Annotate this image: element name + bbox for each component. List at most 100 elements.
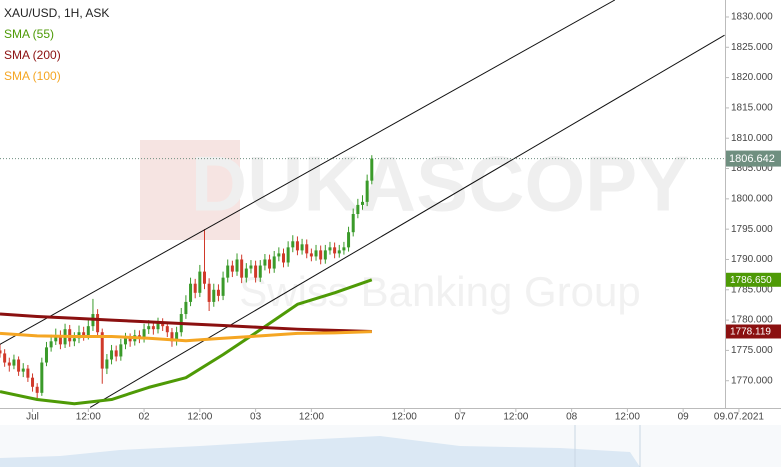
x-tick-label: 08 <box>566 412 578 423</box>
candle-body <box>175 332 179 342</box>
candle-body <box>235 259 239 272</box>
candle-body <box>147 326 151 330</box>
candle-body <box>54 335 58 342</box>
candle-body <box>295 241 299 251</box>
y-tick-label: 1785.000 <box>731 284 773 295</box>
candle-body <box>370 158 374 181</box>
candle-body <box>35 386 39 393</box>
candle-body <box>244 268 248 278</box>
candle-body <box>356 204 360 215</box>
x-tick-label: 07 <box>455 412 467 423</box>
candle-body <box>12 359 16 366</box>
y-tick-label: 1795.000 <box>731 224 773 235</box>
candle-body <box>240 259 244 278</box>
x-tick-label: 12:00 <box>187 412 212 423</box>
candle-body <box>49 341 53 348</box>
chart-title: XAU/USD, 1H, ASK <box>4 6 109 20</box>
y-tick-label: 1805.000 <box>731 163 773 174</box>
legend-entry: SMA (100) <box>4 69 61 83</box>
candle-body <box>351 214 355 233</box>
x-tick-label: 12:00 <box>615 412 640 423</box>
candle-body <box>26 368 30 378</box>
last-price-label: 1806.642 <box>729 153 775 165</box>
price-tag <box>726 272 781 287</box>
candle-body <box>82 332 86 336</box>
candle-body <box>277 253 281 257</box>
candle-body <box>72 338 76 342</box>
channel-line <box>89 34 725 408</box>
x-tick-label: Jul <box>26 412 39 423</box>
y-tick-label: 1815.000 <box>731 103 773 114</box>
y-tick-label: 1775.000 <box>731 345 773 356</box>
candle-body <box>114 350 118 357</box>
candle-body <box>44 347 48 363</box>
candle-body <box>212 289 216 302</box>
x-tick-label: 09.07.2021 <box>714 412 764 423</box>
candle-body <box>361 201 364 205</box>
y-tick-label: 1830.000 <box>731 12 773 23</box>
y-tick-label: 1780.000 <box>731 315 773 326</box>
candle-body <box>268 259 272 269</box>
candle-body <box>365 180 369 202</box>
candle-body <box>86 326 90 336</box>
candle-body <box>281 253 285 263</box>
candle-body <box>123 338 127 345</box>
last-price-tag <box>726 150 781 167</box>
price-tag <box>726 324 781 339</box>
navigator-area <box>0 436 640 467</box>
candle-body <box>254 265 258 278</box>
candle-body <box>58 335 62 345</box>
candle-body <box>328 247 332 251</box>
candle-body <box>128 338 132 342</box>
candle-body <box>309 253 313 257</box>
candle-body <box>100 332 104 369</box>
candle-body <box>17 359 21 372</box>
x-tick-label: 12:00 <box>76 412 101 423</box>
candle-body <box>272 256 276 269</box>
x-tick-label: 12:00 <box>503 412 528 423</box>
candle-body <box>314 250 318 257</box>
candle-body <box>198 271 202 293</box>
candle-body <box>170 332 174 342</box>
candle-body <box>31 377 35 387</box>
candle-body <box>110 350 114 360</box>
candle-body <box>207 283 211 302</box>
candle-body <box>151 326 155 330</box>
candle-body <box>263 259 267 266</box>
price-tag-label: 1786.650 <box>730 275 772 286</box>
candle-body <box>7 362 11 366</box>
y-tick-label: 1825.000 <box>731 42 773 53</box>
candle-body <box>119 344 123 357</box>
y-tick-label: 1800.000 <box>731 193 773 204</box>
legend-entry: SMA (55) <box>4 27 54 41</box>
candle-body <box>347 232 351 248</box>
candle-body <box>193 283 197 293</box>
sma-line <box>0 278 373 406</box>
candle-body <box>342 247 346 251</box>
sma-line <box>0 312 372 333</box>
candle-body <box>249 265 253 269</box>
candle-body <box>291 241 295 248</box>
y-tick-label: 1790.000 <box>731 254 773 265</box>
candle-body <box>3 353 7 363</box>
candle-body <box>189 283 193 302</box>
x-tick-label: 12:00 <box>392 412 417 423</box>
candle-body <box>221 277 225 296</box>
candle-body <box>105 359 109 369</box>
candle-body <box>0 350 2 354</box>
candle-body <box>202 271 206 284</box>
watermark-tagline: Swiss Banking Group <box>239 268 641 315</box>
candle-body <box>226 265 230 278</box>
candle-body <box>165 326 169 333</box>
watermark-brand: DUKASCOPY <box>191 140 689 228</box>
y-tick-label: 1810.000 <box>731 133 773 144</box>
x-tick-label: 09 <box>678 412 690 423</box>
candle-body <box>230 265 234 272</box>
candle-body <box>216 289 220 296</box>
candle-body <box>286 247 290 263</box>
candle-body <box>305 244 309 254</box>
candle-body <box>258 265 262 278</box>
candle-body <box>142 329 146 339</box>
x-tick-label: 02 <box>139 412 151 423</box>
